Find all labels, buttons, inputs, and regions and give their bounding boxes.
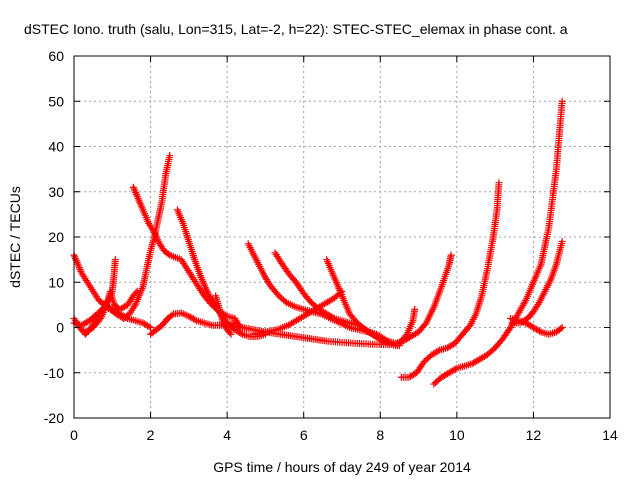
x-tick-label: 6 xyxy=(300,427,308,443)
data-point xyxy=(227,330,235,338)
data-point xyxy=(147,324,155,331)
data-point xyxy=(558,324,566,331)
grid-lines xyxy=(74,56,610,418)
data-point xyxy=(557,325,565,333)
data-series xyxy=(250,287,346,338)
data-point xyxy=(558,97,566,105)
data-point xyxy=(191,316,199,324)
data-point xyxy=(521,298,529,306)
data-point xyxy=(434,347,442,355)
data-point xyxy=(558,238,566,246)
y-tick-label: -20 xyxy=(44,410,64,426)
data-series xyxy=(212,292,235,338)
data-series xyxy=(430,97,566,388)
data-point xyxy=(111,256,119,264)
y-tick-label: 0 xyxy=(56,320,64,336)
data-point xyxy=(411,305,419,313)
y-tick-label: 50 xyxy=(48,93,64,109)
axis-ticks: 0 2 4 6 8 10 12 14 -20 -10 0 10 20 30 40 50 60 xyxy=(44,48,618,443)
x-axis-label: GPS time / hours of day 249 of year 2014 xyxy=(213,459,471,475)
x-tick-label: 0 xyxy=(70,427,78,443)
x-tick-label: 2 xyxy=(147,427,155,443)
y-tick-label: 40 xyxy=(48,139,64,155)
data-point xyxy=(447,251,455,259)
data-points xyxy=(70,97,566,388)
data-series xyxy=(397,179,503,381)
data-point xyxy=(536,327,544,335)
y-tick-label: 20 xyxy=(48,229,64,245)
x-tick-label: 10 xyxy=(449,427,465,443)
data-point xyxy=(132,289,140,297)
data-point xyxy=(329,314,337,322)
chart-title: dSTEC Iono. truth (salu, Lon=315, Lat=-2… xyxy=(24,21,568,37)
data-series xyxy=(508,238,566,327)
data-point xyxy=(495,179,503,187)
data-series xyxy=(323,251,455,347)
data-point xyxy=(145,323,153,331)
x-tick-label: 4 xyxy=(223,427,231,443)
y-tick-label: 10 xyxy=(48,274,64,290)
data-series xyxy=(506,314,566,338)
data-point xyxy=(166,152,174,160)
data-point xyxy=(375,334,383,342)
y-tick-label: 30 xyxy=(48,184,64,200)
x-tick-label: 14 xyxy=(602,427,618,443)
y-tick-label: 60 xyxy=(48,48,64,64)
data-series xyxy=(81,287,141,336)
data-point xyxy=(133,287,141,295)
y-axis-label: dSTEC / TECUs xyxy=(7,186,23,288)
x-tick-label: 12 xyxy=(526,427,542,443)
data-point xyxy=(226,329,234,337)
x-tick-label: 8 xyxy=(376,427,384,443)
data-point xyxy=(237,329,245,337)
data-point xyxy=(451,365,459,373)
y-tick-label: -10 xyxy=(44,365,64,381)
data-point xyxy=(168,311,176,319)
